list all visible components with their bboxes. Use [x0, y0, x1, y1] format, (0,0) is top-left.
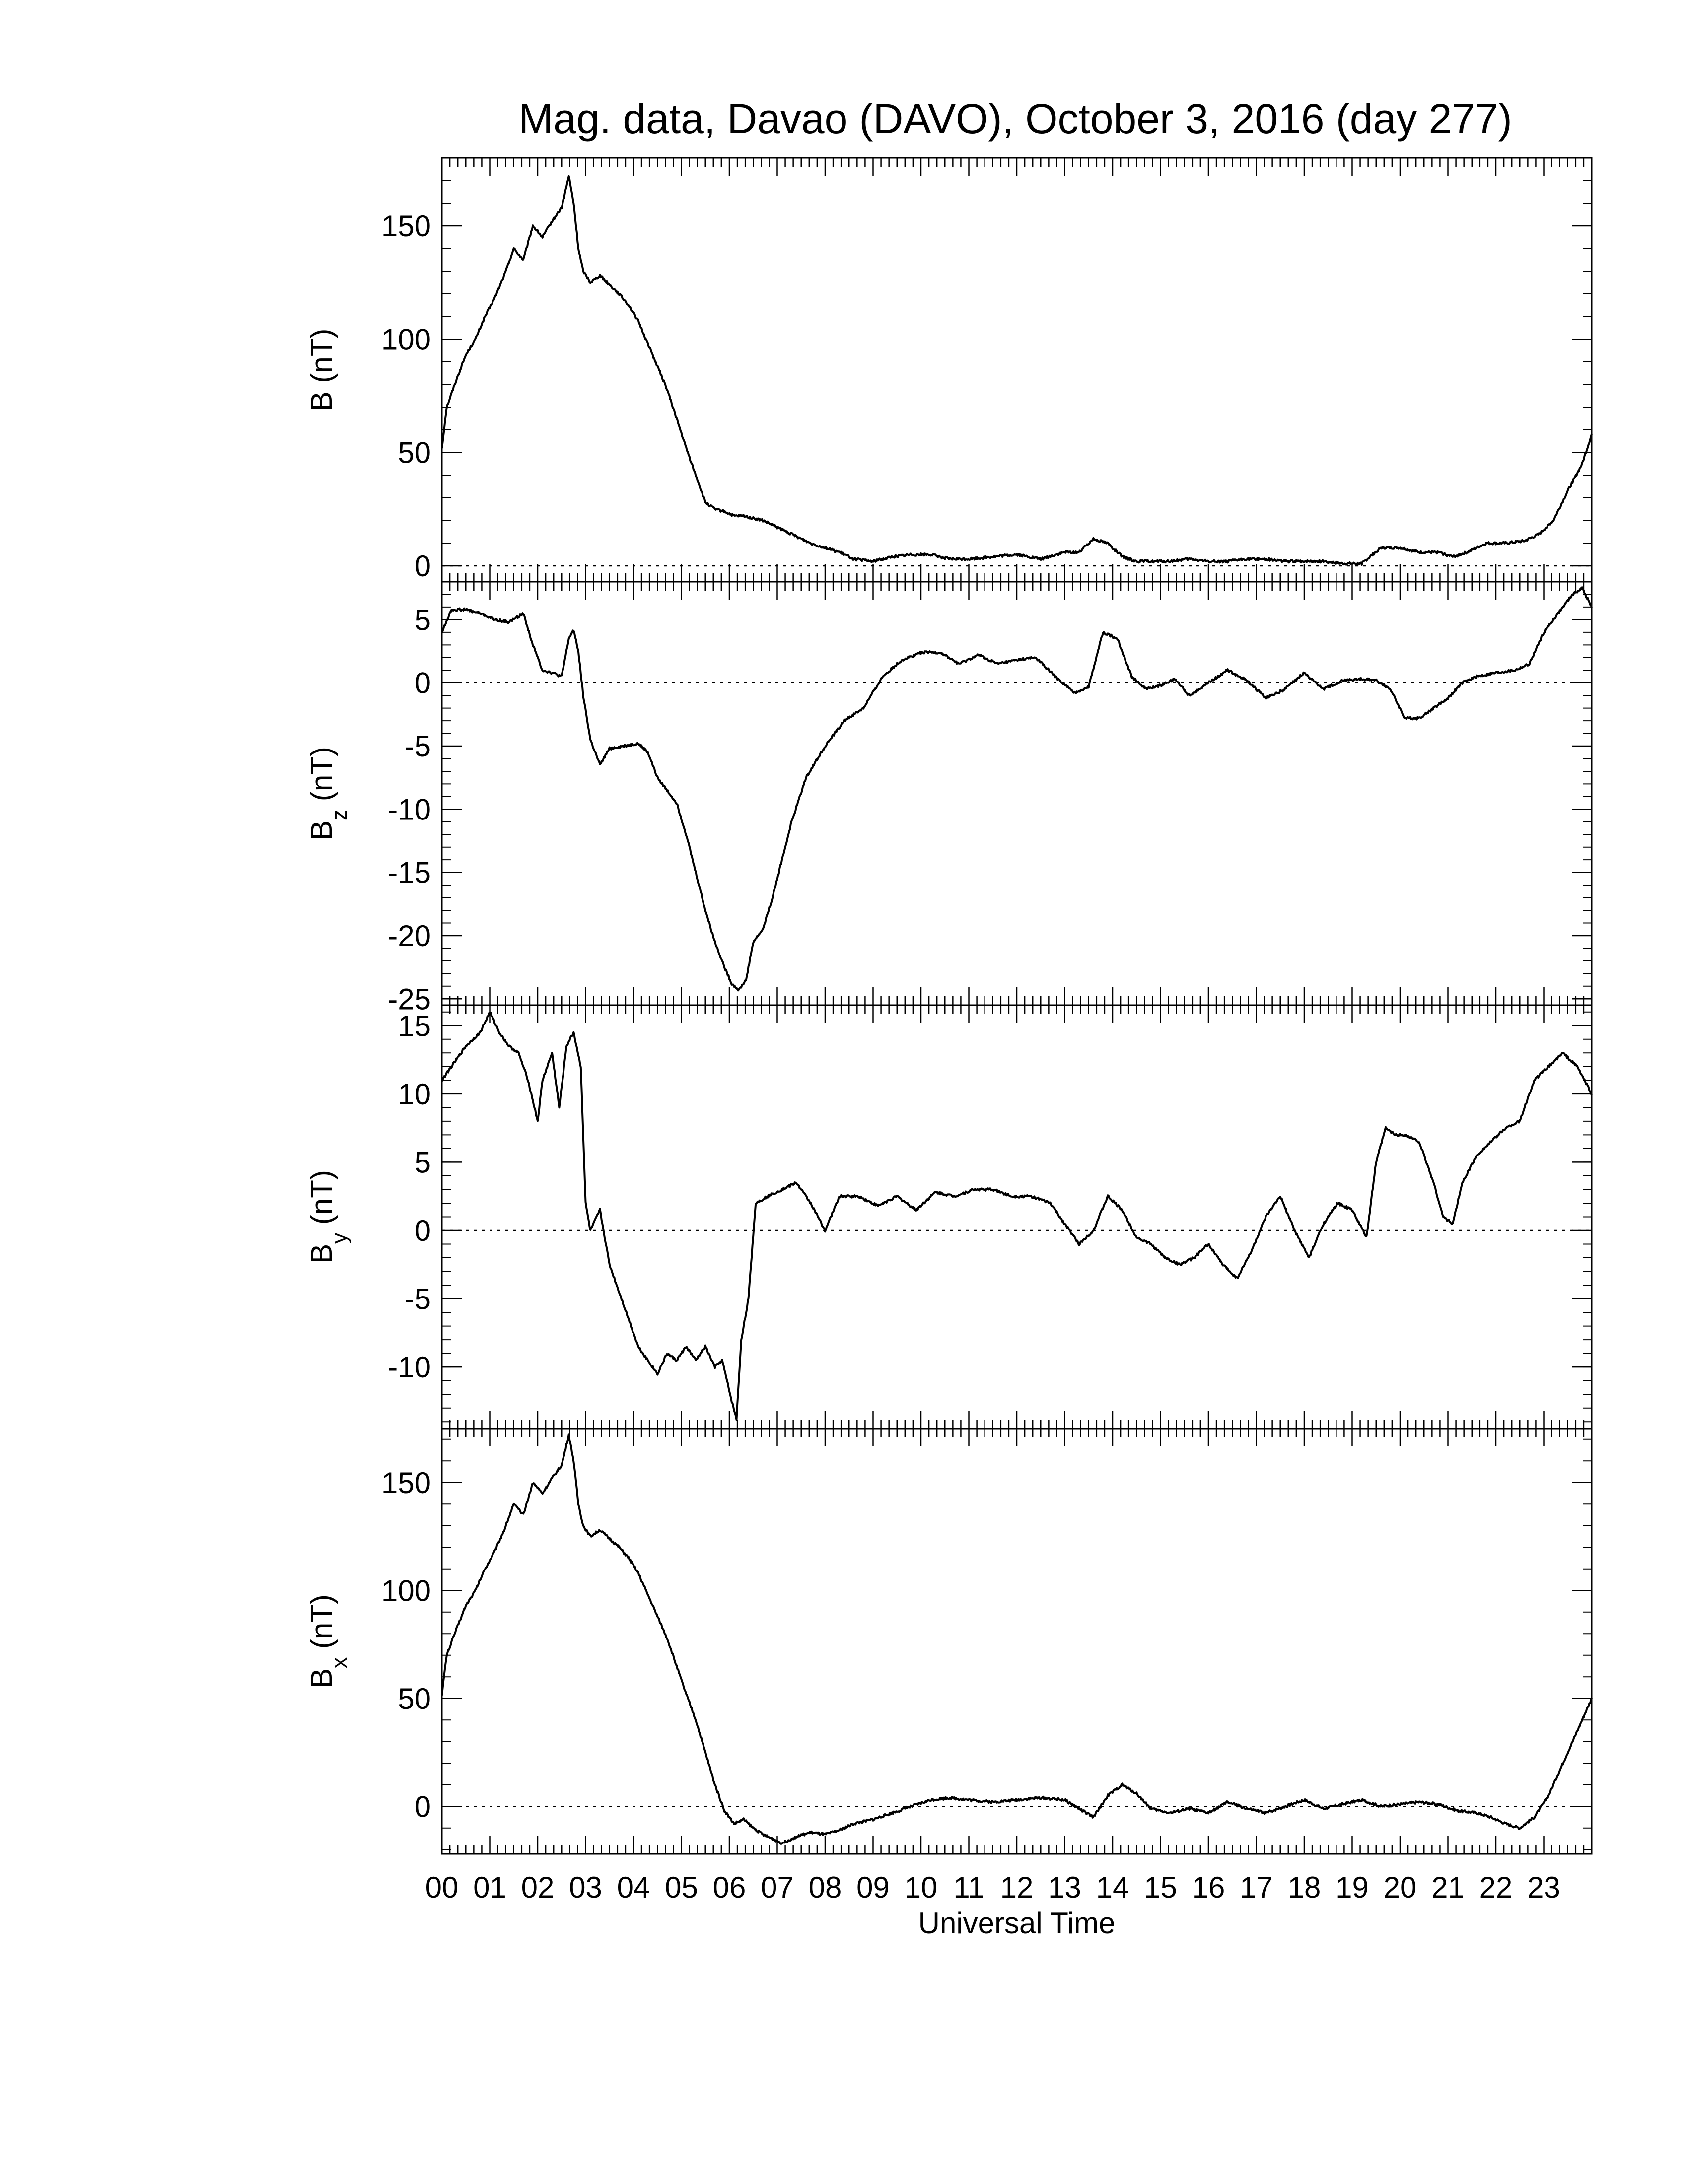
- y-tick-label: -25: [388, 982, 431, 1016]
- panel-frame: [441, 1428, 1593, 1855]
- x-tick-label: 01: [473, 1871, 506, 1904]
- x-tick-label: 15: [1144, 1871, 1177, 1904]
- x-tick-label: 11: [953, 1871, 984, 1904]
- x-tick-label: 16: [1192, 1871, 1225, 1904]
- x-tick-labels: 00 01 02 03 04 05 06 07 08 09 10 11 12 13 14 15 16 17 18 19…: [425, 1871, 1560, 1904]
- y-tick-label: 50: [398, 436, 431, 470]
- y-label-subscript: x: [327, 1657, 352, 1668]
- panel-frame: [441, 1004, 1593, 1430]
- y-tick-label: -10: [388, 793, 431, 826]
- x-tick-label: 19: [1336, 1871, 1369, 1904]
- series-line: [441, 586, 1593, 992]
- y-tick-label: 100: [381, 323, 431, 356]
- x-tick-label: 20: [1384, 1871, 1417, 1904]
- x-tick-label: 13: [1048, 1871, 1081, 1904]
- panel-z: -25 -20 -15 -10 -5 0 5 Bz (nT): [305, 581, 1593, 1016]
- x-tick-label: 12: [1000, 1871, 1034, 1904]
- x-tick-label: 00: [425, 1871, 459, 1904]
- panel-y: -10 -5 0 5 10 15 By (nT): [305, 1004, 1593, 1430]
- y-tick-label: -10: [388, 1351, 431, 1384]
- y-tick-label: -15: [388, 856, 431, 889]
- y-tick-label: 5: [415, 603, 431, 636]
- y-tick-label: 100: [381, 1574, 431, 1607]
- y-label-main: B: [305, 1668, 338, 1688]
- y-tick-label: -5: [405, 1283, 431, 1316]
- y-axis-label: By (nT): [305, 1170, 352, 1264]
- y-axis-label: Bz (nT): [305, 747, 352, 840]
- x-tick-label: 05: [665, 1871, 698, 1904]
- x-tick-label: 22: [1479, 1871, 1513, 1904]
- y-axis-label: B (nT): [305, 329, 338, 411]
- y-tick-label: 50: [398, 1682, 431, 1715]
- x-tick-label: 04: [617, 1871, 650, 1904]
- x-tick-label: 10: [905, 1871, 938, 1904]
- y-label-subscript: z: [327, 810, 352, 820]
- x-tick-label: 06: [713, 1871, 746, 1904]
- y-tick-label: 0: [415, 1214, 431, 1247]
- y-tick-label: -20: [388, 919, 431, 953]
- y-label-main: B: [305, 1244, 338, 1264]
- x-tick-label: 03: [569, 1871, 602, 1904]
- y-label-unit: (nT): [305, 1594, 338, 1657]
- y-tick-label: 150: [381, 1466, 431, 1500]
- y-label-main: B: [305, 820, 338, 840]
- x-tick-label: 14: [1096, 1871, 1129, 1904]
- y-tick-label: 5: [415, 1146, 431, 1179]
- y-label-subscript: y: [327, 1233, 352, 1244]
- series-line: [441, 1433, 1593, 1845]
- x-tick-label: 18: [1288, 1871, 1321, 1904]
- x-tick-label: 17: [1240, 1871, 1273, 1904]
- y-tick-label: 0: [415, 549, 431, 583]
- y-label-unit: (nT): [305, 1170, 338, 1233]
- panel-frame: [441, 157, 1593, 583]
- y-tick-label: 150: [381, 209, 431, 243]
- series-line: [441, 1011, 1593, 1421]
- x-axis-label: Universal Time: [918, 1907, 1116, 1940]
- series-line: [441, 175, 1593, 566]
- y-axis-label: Bx (nT): [305, 1594, 352, 1688]
- y-tick-label: 0: [415, 1790, 431, 1823]
- panel-b: 0 50 100 150 B (nT): [305, 157, 1593, 583]
- y-label-main: B: [305, 391, 338, 411]
- y-tick-label: 10: [398, 1078, 431, 1111]
- y-tick-label: 15: [398, 1009, 431, 1042]
- x-tick-label: 09: [856, 1871, 890, 1904]
- x-tick-label: 08: [809, 1871, 842, 1904]
- y-tick-label: 0: [415, 667, 431, 700]
- panel-frame: [441, 581, 1593, 1006]
- y-tick-label: -5: [405, 730, 431, 763]
- chart-title: Mag. data, Davao (DAVO), October 3, 2016…: [518, 95, 1512, 142]
- x-tick-label: 02: [521, 1871, 555, 1904]
- x-tick-label: 23: [1527, 1871, 1560, 1904]
- y-label-unit: (nT): [305, 329, 338, 392]
- y-label-unit: (nT): [305, 747, 338, 810]
- panel-x: 0 50 100 150 Bx (nT): [305, 1428, 1593, 1855]
- x-tick-label: 07: [761, 1871, 794, 1904]
- x-tick-label: 21: [1431, 1871, 1465, 1904]
